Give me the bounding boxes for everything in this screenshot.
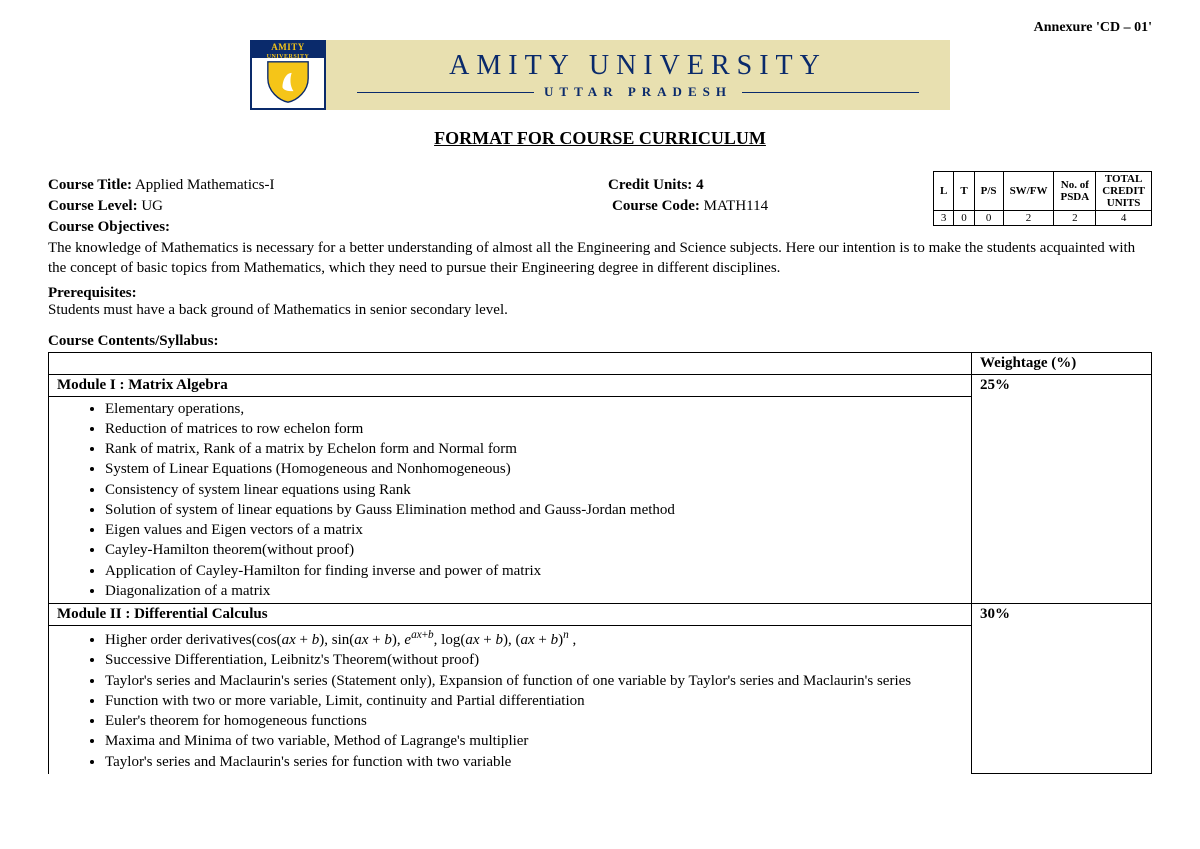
ct-v-ps: 0 <box>974 211 1003 226</box>
module-1-body: Elementary operations,Reduction of matri… <box>49 396 972 604</box>
list-item: Diagonalization of a matrix <box>105 581 963 601</box>
list-item: Cayley-Hamilton theorem(without proof) <box>105 540 963 560</box>
module-2-title: Module II : Differential Calculus <box>49 604 972 626</box>
credit-units-value: 4 <box>696 177 704 193</box>
list-item: Reduction of matrices to row echelon for… <box>105 419 963 439</box>
university-logo: AMITY UNIVERSITY <box>250 40 326 110</box>
course-level-label: Course Level: <box>48 198 141 214</box>
annexure-label: Annexure 'CD – 01' <box>48 20 1152 36</box>
credit-units-table: L T P/S SW/FW No. ofPSDA TOTALCREDITUNIT… <box>933 171 1152 226</box>
shield-icon <box>262 60 314 104</box>
ct-h-l: L <box>933 172 953 211</box>
ct-v-psda: 2 <box>1054 211 1096 226</box>
course-level-value: UG <box>141 198 163 214</box>
module-1-title: Module I : Matrix Algebra <box>49 374 972 396</box>
ct-v-total: 4 <box>1096 211 1152 226</box>
list-item: Successive Differentiation, Leibnitz's T… <box>105 650 963 670</box>
list-item: Consistency of system linear equations u… <box>105 480 963 500</box>
list-item: Higher order derivatives(cos(ax + b), si… <box>105 628 963 650</box>
format-title: FORMAT FOR COURSE CURRICULUM <box>48 128 1152 149</box>
ct-h-swfw: SW/FW <box>1003 172 1054 211</box>
list-item: Taylor's series and Maclaurin's series f… <box>105 752 963 772</box>
university-name: AMITY UNIVERSITY <box>449 50 827 82</box>
ct-h-t: T <box>954 172 974 211</box>
state-name: UTTAR PRADESH <box>534 84 742 100</box>
module-2-body: Higher order derivatives(cos(ax + b), si… <box>49 626 972 774</box>
divider-right <box>742 92 919 93</box>
list-item: Rank of matrix, Rank of a matrix by Eche… <box>105 439 963 459</box>
module-2-weight: 30% <box>972 604 1152 774</box>
ct-v-l: 3 <box>933 211 953 226</box>
logo-text-1: AMITY <box>271 42 305 52</box>
module-1-weight: 25% <box>972 374 1152 604</box>
course-title-value: Applied Mathematics-I <box>132 177 274 193</box>
list-item: Taylor's series and Maclaurin's series (… <box>105 671 963 691</box>
course-code-value: MATH114 <box>704 198 768 214</box>
list-item: Function with two or more variable, Limi… <box>105 691 963 711</box>
list-item: Application of Cayley-Hamilton for findi… <box>105 561 963 581</box>
divider-left <box>357 92 534 93</box>
module-2-list: Higher order derivatives(cos(ax + b), si… <box>57 628 963 772</box>
banner-text: AMITY UNIVERSITY UTTAR PRADESH <box>326 40 950 110</box>
syllabus-table: Weightage (%) Module I : Matrix Algebra … <box>48 352 1152 775</box>
logo-text: AMITY UNIVERSITY <box>252 42 324 58</box>
syllabus-label: Course Contents/Syllabus: <box>48 333 1152 350</box>
university-banner: AMITY UNIVERSITY AMITY UNIVERSITY UTTAR … <box>250 40 950 110</box>
list-item: System of Linear Equations (Homogeneous … <box>105 459 963 479</box>
list-item: Euler's theorem for homogeneous function… <box>105 711 963 731</box>
ct-h-psda: No. ofPSDA <box>1054 172 1096 211</box>
ct-v-swfw: 2 <box>1003 211 1054 226</box>
prerequisites-text: Students must have a back ground of Math… <box>48 302 1152 319</box>
list-item: Eigen values and Eigen vectors of a matr… <box>105 520 963 540</box>
ct-v-t: 0 <box>954 211 974 226</box>
list-item: Elementary operations, <box>105 399 963 419</box>
list-item: Solution of system of linear equations b… <box>105 500 963 520</box>
banner-subline: UTTAR PRADESH <box>357 84 919 100</box>
syllabus-blank-header <box>49 352 972 374</box>
ct-h-total: TOTALCREDITUNITS <box>1096 172 1152 211</box>
course-header-block: L T P/S SW/FW No. ofPSDA TOTALCREDITUNIT… <box>48 177 1152 774</box>
weightage-header: Weightage (%) <box>972 352 1152 374</box>
module-1-list: Elementary operations,Reduction of matri… <box>57 399 963 602</box>
course-title-label: Course Title: <box>48 177 132 193</box>
list-item: Maxima and Minima of two variable, Metho… <box>105 731 963 751</box>
objectives-text: The knowledge of Mathematics is necessar… <box>48 238 1152 279</box>
course-code-label: Course Code: <box>612 198 704 214</box>
credit-units-label: Credit Units: <box>608 177 696 193</box>
prerequisites-label: Prerequisites: <box>48 285 1152 302</box>
ct-h-ps: P/S <box>974 172 1003 211</box>
